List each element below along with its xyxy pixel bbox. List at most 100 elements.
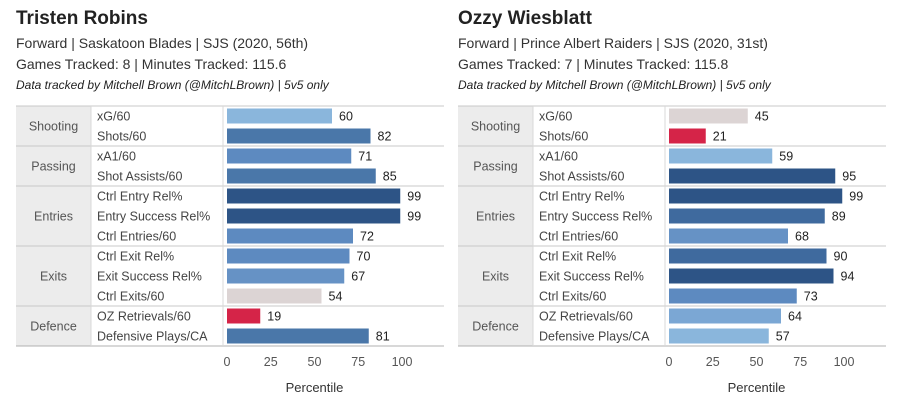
- category-label: Defence: [30, 320, 77, 334]
- metric-label: Exit Success Rel%: [97, 270, 202, 284]
- bar-value-label: 67: [351, 270, 365, 284]
- player-tracking-line: Games Tracked: 7 | Minutes Tracked: 115.…: [458, 56, 729, 72]
- metric-label: Shots/60: [97, 130, 146, 144]
- metric-label: Defensive Plays/CA: [97, 330, 208, 344]
- bar-value-label: 54: [329, 290, 343, 304]
- category-label: Defence: [472, 320, 519, 334]
- percentile-bar: [669, 288, 797, 304]
- category-label: Passing: [473, 160, 518, 174]
- bar-value-label: 81: [376, 330, 390, 344]
- percentile-bar: [227, 148, 352, 164]
- x-tick-label: 50: [308, 355, 322, 369]
- bar-value-label: 94: [841, 270, 855, 284]
- percentile-bar: [227, 308, 261, 324]
- category-cell: [16, 306, 91, 346]
- percentile-bar: [669, 148, 773, 164]
- category-cell: [16, 106, 91, 146]
- metric-label: Shot Assists/60: [539, 170, 625, 184]
- bar-value-label: 82: [378, 130, 392, 144]
- percentile-bar: [227, 288, 322, 304]
- category-cell: [458, 186, 533, 246]
- category-label: Exits: [482, 270, 509, 284]
- percentile-bar: [227, 128, 371, 144]
- percentile-bar: [669, 208, 825, 224]
- metric-label: Entry Success Rel%: [97, 210, 210, 224]
- bar-value-label: 99: [849, 190, 863, 204]
- percentile-bar: [669, 328, 769, 344]
- metric-label: Exit Success Rel%: [539, 270, 644, 284]
- x-tick-label: 0: [666, 355, 673, 369]
- bar-value-label: 68: [795, 230, 809, 244]
- category-cell: [458, 306, 533, 346]
- metric-label: Ctrl Exits/60: [539, 290, 606, 304]
- x-axis-title: Percentile: [728, 380, 786, 395]
- metric-label: Ctrl Exit Rel%: [539, 250, 616, 264]
- bar-value-label: 72: [360, 230, 374, 244]
- percentile-bar: [227, 168, 376, 184]
- metric-label: xA1/60: [539, 150, 578, 164]
- category-cell: [16, 246, 91, 306]
- percentile-bar: [227, 188, 401, 204]
- bar-value-label: 57: [776, 330, 790, 344]
- metric-label: xG/60: [97, 110, 130, 124]
- player-info-line: Forward | Prince Albert Raiders | SJS (2…: [458, 35, 768, 51]
- category-cell: [16, 186, 91, 246]
- percentile-bar: [669, 168, 836, 184]
- percentile-bar: [669, 228, 788, 244]
- percentile-bar: [669, 268, 834, 284]
- metric-label: Ctrl Entry Rel%: [539, 190, 624, 204]
- metric-label: Shot Assists/60: [97, 170, 183, 184]
- metric-label: OZ Retrievals/60: [97, 310, 191, 324]
- bar-value-label: 99: [407, 210, 421, 224]
- percentile-bar: [227, 268, 345, 284]
- metric-label: xA1/60: [97, 150, 136, 164]
- percentile-bar: [669, 128, 706, 144]
- percentile-bar: [227, 228, 353, 244]
- category-label: Exits: [40, 270, 67, 284]
- player-panel-left: Tristen Robins Forward | Saskatoon Blade…: [16, 0, 456, 410]
- x-tick-label: 25: [264, 355, 278, 369]
- percentile-bar-chart: Shooting xG/60 45 Shots/60 21 Passing xA1/60 59…: [458, 105, 886, 395]
- bar-value-label: 45: [755, 110, 769, 124]
- player-name: Ozzy Wiesblatt: [458, 8, 592, 29]
- bar-value-label: 64: [788, 310, 802, 324]
- bar-value-label: 73: [804, 290, 818, 304]
- metric-label: Ctrl Entries/60: [539, 230, 618, 244]
- percentile-bar: [669, 308, 781, 324]
- metric-label: OZ Retrievals/60: [539, 310, 633, 324]
- bar-value-label: 71: [358, 150, 372, 164]
- metric-label: Entry Success Rel%: [539, 210, 652, 224]
- category-label: Entries: [476, 210, 515, 224]
- category-label: Shooting: [29, 120, 78, 134]
- metric-label: xG/60: [539, 110, 572, 124]
- bar-value-label: 95: [842, 170, 856, 184]
- player-info-line: Forward | Saskatoon Blades | SJS (2020, …: [16, 35, 309, 51]
- category-label: Passing: [31, 160, 76, 174]
- category-cell: [458, 246, 533, 306]
- metric-label: Ctrl Exit Rel%: [97, 250, 174, 264]
- category-label: Entries: [34, 210, 73, 224]
- player-panel-right: Ozzy Wiesblatt Forward | Prince Albert R…: [458, 0, 898, 410]
- bar-value-label: 59: [779, 150, 793, 164]
- x-tick-label: 25: [706, 355, 720, 369]
- metric-label: Ctrl Entries/60: [97, 230, 176, 244]
- percentile-bar: [227, 328, 369, 344]
- x-tick-label: 75: [793, 355, 807, 369]
- percentile-bar: [669, 188, 843, 204]
- category-label: Shooting: [471, 120, 520, 134]
- metric-label: Defensive Plays/CA: [539, 330, 650, 344]
- player-name: Tristen Robins: [16, 8, 148, 29]
- bar-value-label: 21: [713, 130, 727, 144]
- x-tick-label: 75: [351, 355, 365, 369]
- bar-value-label: 90: [834, 250, 848, 264]
- bar-value-label: 70: [357, 250, 371, 264]
- x-tick-label: 0: [224, 355, 231, 369]
- bar-value-label: 19: [267, 310, 281, 324]
- percentile-bar: [227, 248, 350, 264]
- percentile-bar: [669, 248, 827, 264]
- bar-value-label: 60: [339, 110, 353, 124]
- bar-value-label: 89: [832, 210, 846, 224]
- percentile-bar: [669, 108, 748, 124]
- data-source-note: Data tracked by Mitchell Brown (@MitchLB…: [16, 78, 329, 92]
- percentile-bar: [227, 208, 401, 224]
